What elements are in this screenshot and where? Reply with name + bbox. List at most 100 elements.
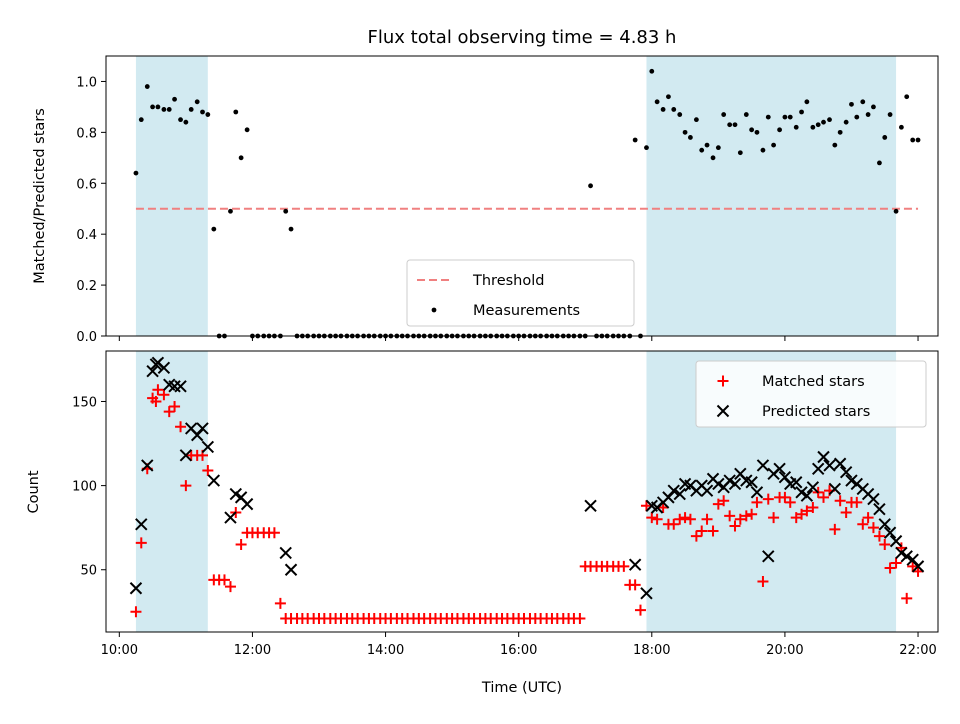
predicted-star-point [700, 484, 714, 497]
measurement-point [915, 137, 921, 143]
matched-star-point [884, 562, 896, 574]
predicted-star-point [135, 518, 148, 531]
x-tick-label: 10:00 [101, 643, 138, 658]
x-tick-label: 16:00 [500, 643, 537, 658]
measurement-point [727, 122, 733, 128]
matched-star-point [907, 560, 919, 572]
measurement-point [804, 99, 810, 105]
measurement-point [205, 112, 211, 117]
matched-star-point [818, 491, 830, 503]
predicted-star-point [839, 465, 853, 479]
measurement-point [843, 119, 849, 125]
measurement-point [793, 124, 799, 130]
matched-star-point [740, 510, 752, 522]
measurement-point [782, 114, 788, 120]
measurement-point [178, 117, 183, 123]
legend: Threshold Measurements [406, 259, 635, 327]
predicted-star-point [756, 459, 770, 472]
matched-star-point [618, 560, 630, 572]
measurement-point [693, 117, 699, 123]
matched-star-point [634, 604, 646, 616]
predicted-star-point [240, 497, 254, 511]
matched-star-point [163, 406, 175, 418]
y-tick-label: 150 [72, 395, 97, 410]
measurement-point [211, 226, 217, 232]
matched-star-point [879, 539, 891, 551]
predicted-star-point [584, 499, 597, 513]
predicted-star-point [146, 364, 159, 378]
measurement-point [228, 208, 233, 214]
measurement-point [200, 109, 205, 115]
predicted-star-point [867, 492, 880, 506]
measurement-point [860, 99, 866, 105]
matched-star-point [268, 527, 280, 539]
matched-star-point [857, 518, 869, 530]
predicted-star-point [833, 457, 847, 470]
matched-star-point [901, 592, 913, 604]
predicted-star-point [911, 560, 925, 573]
matched-star-point [224, 581, 236, 593]
measurement-point [877, 160, 882, 166]
measurement-point [283, 208, 289, 214]
predicted-star-point [640, 587, 653, 600]
measurement-point [677, 112, 683, 117]
measurement-point [138, 117, 144, 123]
matched-star-point [829, 523, 841, 535]
predicted-star-point [828, 482, 842, 496]
measurement-point [810, 124, 816, 130]
y-tick-label: 1.0 [76, 75, 97, 90]
measurement-point [749, 127, 755, 133]
matched-star-point [180, 480, 192, 492]
measurement-point [832, 142, 838, 148]
matched-star-point [152, 384, 164, 396]
predicted-star-point [673, 487, 686, 501]
legend-label: Matched stars [762, 374, 865, 390]
y-tick-label: 0.2 [76, 279, 97, 294]
matched-star-point [668, 518, 680, 530]
matched-star-point [724, 510, 736, 522]
top-panel: 0.0 0.2 0.4 0.6 0.8 1.0 Threshold Measurements [76, 55, 939, 345]
matched-star-point [768, 512, 780, 524]
shaded-span [135, 351, 208, 632]
matched-star-point [801, 505, 813, 517]
measurement-point [771, 142, 776, 148]
matched-star-point [175, 421, 187, 433]
measurement-point [233, 109, 239, 115]
predicted-star-point [179, 449, 193, 462]
plot-frame [105, 55, 939, 337]
measurement-point [787, 114, 793, 120]
chart-title: Flux total observing time = 4.83 h [368, 27, 677, 48]
measurement-point [649, 68, 655, 74]
predicted-star-point [628, 558, 642, 571]
measurement-point [815, 122, 821, 128]
measurement-point [654, 99, 660, 105]
measurement-point [166, 107, 172, 112]
measurement-point [887, 112, 893, 117]
matched-star-point [867, 522, 879, 534]
matched-star-point [696, 525, 708, 537]
matched-star-point [784, 496, 796, 508]
predicted-star-point [157, 361, 171, 375]
measurement-point [710, 155, 716, 161]
matched-star-point [274, 597, 286, 609]
measurement-point [687, 135, 693, 140]
measurement-point [244, 127, 250, 133]
predicted-star-point [817, 450, 830, 464]
measurement-point [910, 137, 916, 143]
matched-star-point [746, 508, 758, 520]
top-y-axis-title: Matched/Predicted stars [32, 108, 48, 284]
predicted-star-point [878, 518, 891, 531]
predicted-star-point [279, 546, 292, 560]
matched-star-point [158, 389, 170, 401]
matched-star-point [629, 579, 641, 591]
matched-star-point [674, 513, 686, 525]
matched-star-point [690, 530, 702, 542]
predicted-star-point [284, 563, 298, 576]
measurement-point [821, 119, 826, 125]
matched-star-point [235, 539, 247, 551]
matched-star-point [130, 606, 142, 618]
measurement-point [871, 104, 876, 110]
predicted-star-point [889, 534, 903, 548]
matched-star-point [135, 537, 147, 549]
